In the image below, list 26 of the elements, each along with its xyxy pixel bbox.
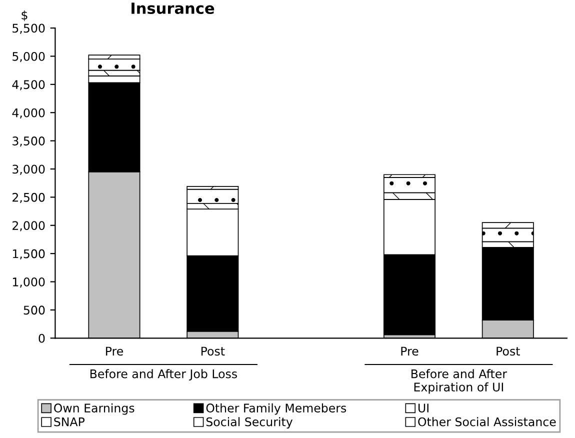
y-tick-label: 2,000 xyxy=(12,221,45,232)
legend-label: SNAP xyxy=(54,417,85,426)
x-tick-label: Pre xyxy=(401,346,418,356)
x-tick-label: Post xyxy=(496,346,520,356)
y-tick-label: 0 xyxy=(38,334,45,343)
x-tick-label: Post xyxy=(201,346,225,356)
y-tick-label: 1,000 xyxy=(12,277,45,288)
y-tick-label: 5,500 xyxy=(12,24,45,34)
legend-label: Other Social Assistance xyxy=(418,417,556,426)
y-tick-label: 4,000 xyxy=(12,108,45,118)
y-tick-label: 3,000 xyxy=(12,164,45,175)
y-axis-title: $ xyxy=(22,10,28,22)
chart-title: Insurance xyxy=(132,2,214,14)
legend-label: Own Earnings xyxy=(54,403,134,415)
y-tick-label: 5,000 xyxy=(12,52,45,62)
y-tick-label: 500 xyxy=(24,306,45,315)
text: Before and After Job Loss xyxy=(90,369,237,380)
y-tick-label: 1,500 xyxy=(12,249,45,260)
y-tick-label: 3,500 xyxy=(12,136,45,147)
legend-label: Social Security xyxy=(206,417,293,429)
text: Before and After Expiration of UI xyxy=(412,369,508,394)
legend-label: UI xyxy=(418,404,428,412)
legend-label: Other Family Memebers xyxy=(206,403,346,415)
x-tick-label: Pre xyxy=(106,346,123,356)
y-tick-label: 2,500 xyxy=(12,192,45,204)
y-tick-label: 4,500 xyxy=(12,80,45,90)
